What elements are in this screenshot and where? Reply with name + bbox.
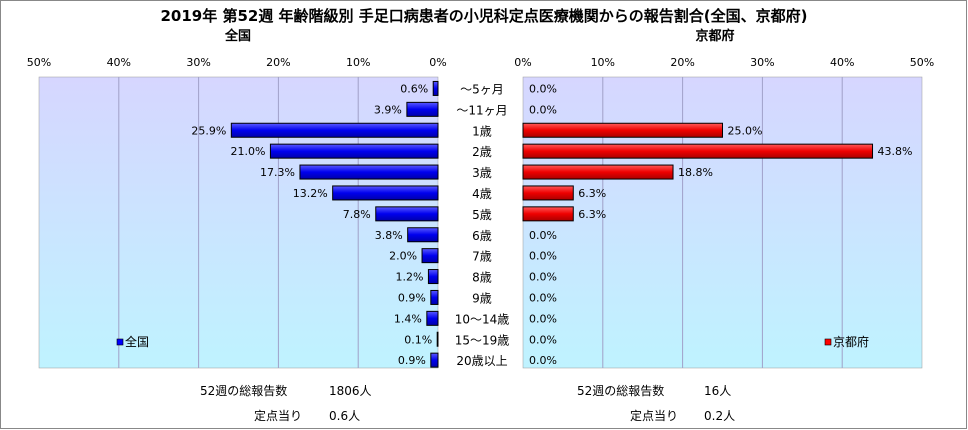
category-label: 6歳 bbox=[472, 229, 492, 243]
right-bar bbox=[522, 164, 674, 180]
left-data-label: 1.4% bbox=[394, 312, 422, 325]
right-data-label: 0.0% bbox=[529, 333, 557, 346]
category-label: 1歳 bbox=[472, 124, 492, 138]
left-bar bbox=[299, 164, 439, 180]
right-data-label: 0.0% bbox=[529, 229, 557, 242]
category-labels: ～5ヶ月 ～11ヶ月 1歳 2歳 3歳 4歳 5歳 6歳 7歳 8歳 9歳 10～14歳 15～19歳 2… bbox=[455, 82, 510, 368]
left-bar bbox=[375, 206, 439, 222]
left-per-label: 定点当り bbox=[254, 408, 302, 423]
left-data-label: 1.2% bbox=[395, 271, 423, 284]
right-bar bbox=[522, 206, 574, 222]
right-per-label: 定点当り bbox=[630, 408, 678, 423]
left-bar bbox=[430, 289, 439, 305]
left-legend-label: 全国 bbox=[125, 334, 149, 349]
left-legend: 全国 bbox=[116, 334, 149, 349]
left-bar bbox=[432, 80, 439, 96]
right-data-label: 0.0% bbox=[529, 82, 557, 95]
bar-labels: 0.6% 3.9% 25.9% 21.0% 17.3% 13.2% 7.8% 3.8% 2.0%… bbox=[191, 82, 912, 367]
axis-ticks: 50% 40% 30% 20% 10% 0% 0% 10% 20% 30% 40% 50% bbox=[27, 56, 934, 69]
left-legend-swatch bbox=[116, 338, 124, 346]
category-label: 5歳 bbox=[472, 208, 492, 222]
right-data-label: 18.8% bbox=[678, 166, 713, 179]
category-label: 10～14歳 bbox=[455, 312, 510, 326]
right-data-label: 0.0% bbox=[529, 354, 557, 367]
right-tick-label: 10% bbox=[591, 56, 615, 69]
chart-title: 2019年 第52週 年齢階級別 手足口病患者の小児科定点医療機関からの報告割合… bbox=[160, 7, 807, 25]
left-bar bbox=[427, 269, 439, 285]
bars bbox=[230, 80, 874, 368]
left-data-label: 0.9% bbox=[398, 354, 426, 367]
left-bar bbox=[430, 352, 439, 368]
left-bar bbox=[436, 331, 439, 347]
left-per-value: 0.6人 bbox=[329, 409, 360, 423]
right-tick-label: 0% bbox=[514, 56, 531, 69]
right-data-label: 6.3% bbox=[578, 208, 606, 221]
right-data-label: 43.8% bbox=[878, 145, 913, 158]
right-data-label: 0.0% bbox=[529, 250, 557, 263]
left-tick-label: 50% bbox=[27, 56, 51, 69]
left-bar bbox=[332, 185, 439, 201]
right-data-label: 0.0% bbox=[529, 271, 557, 284]
category-label: 15～19歳 bbox=[455, 333, 510, 347]
right-total-value: 16人 bbox=[704, 384, 731, 398]
right-bar bbox=[522, 185, 574, 201]
right-data-label: 25.0% bbox=[728, 124, 763, 137]
left-data-label: 25.9% bbox=[191, 124, 226, 137]
category-label: ～5ヶ月 bbox=[460, 82, 504, 96]
left-tick-label: 30% bbox=[186, 56, 210, 69]
left-tick-label: 10% bbox=[346, 56, 370, 69]
category-label: 2歳 bbox=[472, 145, 492, 159]
right-legend-label: 京都府 bbox=[833, 334, 869, 349]
right-data-label: 0.0% bbox=[529, 103, 557, 116]
left-data-label: 3.8% bbox=[375, 229, 403, 242]
left-data-label: 0.9% bbox=[398, 291, 426, 304]
left-panel-title: 全国 bbox=[224, 28, 251, 44]
right-tick-label: 20% bbox=[670, 56, 694, 69]
left-data-label: 17.3% bbox=[260, 166, 295, 179]
right-tick-label: 40% bbox=[830, 56, 854, 69]
category-label: 7歳 bbox=[472, 250, 492, 264]
right-tick-label: 30% bbox=[750, 56, 774, 69]
left-data-label: 21.0% bbox=[230, 145, 265, 158]
right-legend-swatch bbox=[824, 338, 832, 346]
right-plot-area bbox=[522, 76, 923, 369]
category-label: 3歳 bbox=[472, 166, 492, 180]
left-data-label: 0.6% bbox=[400, 82, 428, 95]
right-data-label: 6.3% bbox=[578, 187, 606, 200]
right-bar bbox=[522, 122, 723, 138]
left-bar bbox=[407, 227, 439, 243]
category-label: 8歳 bbox=[472, 271, 492, 285]
left-bar bbox=[230, 122, 439, 138]
left-data-label: 0.1% bbox=[404, 333, 432, 346]
right-data-label: 0.0% bbox=[529, 291, 557, 304]
right-total-label: 52週の総報告数 bbox=[577, 383, 664, 398]
category-label: ～11ヶ月 bbox=[456, 103, 507, 117]
left-data-label: 7.8% bbox=[343, 208, 371, 221]
category-label: 9歳 bbox=[472, 291, 492, 305]
category-label: 4歳 bbox=[472, 187, 492, 201]
left-bar bbox=[406, 101, 439, 117]
left-tick-label: 20% bbox=[266, 56, 290, 69]
left-bar bbox=[269, 143, 439, 159]
left-total-value: 1806人 bbox=[329, 384, 372, 398]
left-bar bbox=[426, 310, 439, 326]
right-tick-label: 50% bbox=[910, 56, 934, 69]
right-bar bbox=[522, 143, 874, 159]
left-tick-label: 0% bbox=[429, 56, 446, 69]
left-data-label: 13.2% bbox=[293, 187, 328, 200]
left-plot-area bbox=[38, 76, 439, 369]
right-per-value: 0.2人 bbox=[704, 409, 735, 423]
right-data-label: 0.0% bbox=[529, 312, 557, 325]
left-tick-label: 40% bbox=[107, 56, 131, 69]
left-total-label: 52週の総報告数 bbox=[200, 383, 287, 398]
right-panel-title: 京都府 bbox=[695, 28, 734, 44]
left-bar bbox=[421, 248, 439, 264]
left-data-label: 2.0% bbox=[389, 250, 417, 263]
right-legend: 京都府 bbox=[824, 334, 869, 349]
left-data-label: 3.9% bbox=[374, 103, 402, 116]
category-label: 20歳以上 bbox=[456, 354, 507, 368]
